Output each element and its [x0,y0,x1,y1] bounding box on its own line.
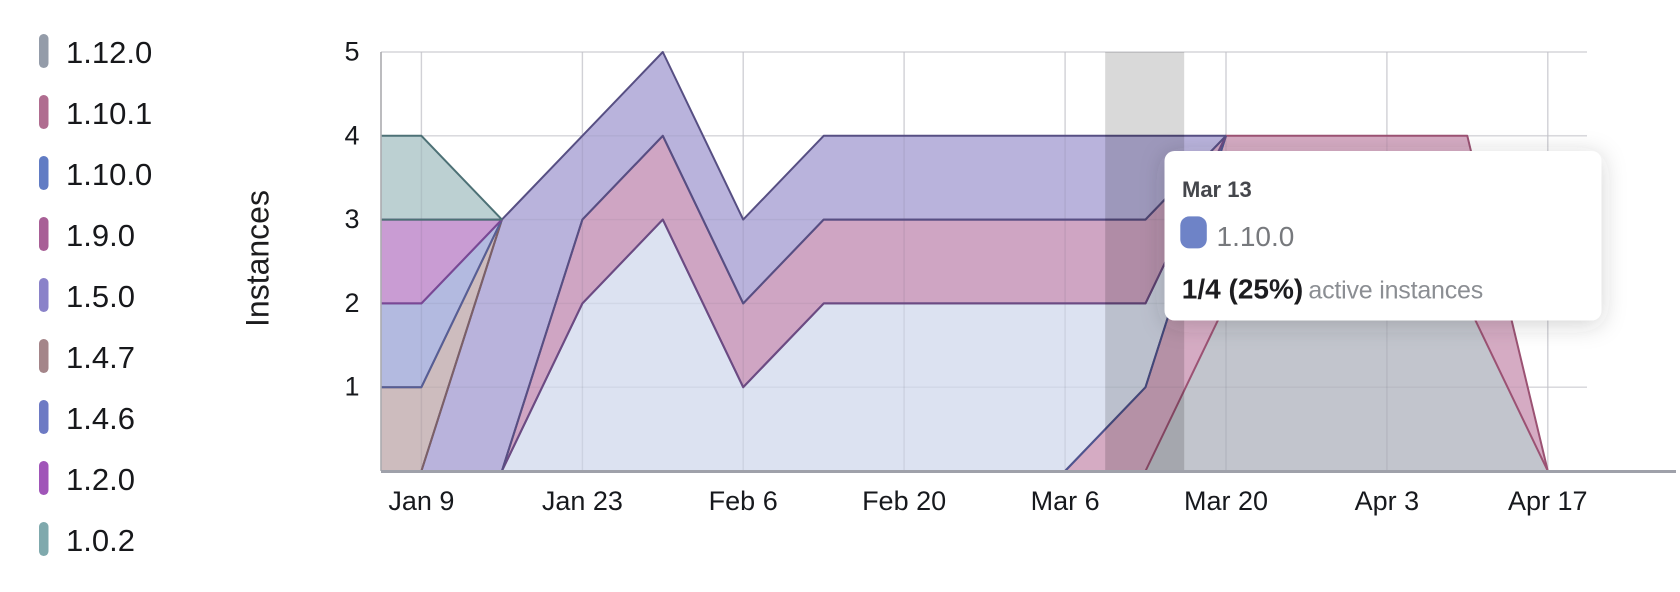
svg-text:1.4.6: 1.4.6 [66,401,135,436]
svg-text:4: 4 [344,120,359,150]
svg-text:Feb 6: Feb 6 [709,486,778,516]
svg-text:Instances: Instances [240,190,276,327]
svg-text:Feb 20: Feb 20 [862,486,946,516]
svg-text:Mar 20: Mar 20 [1184,486,1268,516]
svg-text:1/4 (25%): 1/4 (25%) [1182,274,1303,305]
svg-text:Jan 23: Jan 23 [542,486,623,516]
svg-text:1.5.0: 1.5.0 [66,279,135,314]
svg-text:Apr 3: Apr 3 [1355,486,1420,516]
svg-text:1.10.1: 1.10.1 [66,96,152,131]
svg-text:Jan 9: Jan 9 [388,486,454,516]
svg-text:Mar 6: Mar 6 [1031,486,1100,516]
svg-text:2: 2 [344,288,359,318]
svg-text:1.9.0: 1.9.0 [66,218,135,253]
svg-text:1.12.0: 1.12.0 [66,35,152,70]
svg-text:1.10.0: 1.10.0 [66,157,152,192]
svg-text:1.10.0: 1.10.0 [1217,221,1295,252]
svg-text:1.4.7: 1.4.7 [66,340,135,375]
svg-text:Apr 17: Apr 17 [1508,486,1588,516]
svg-text:3: 3 [344,204,359,234]
svg-text:1: 1 [344,372,359,402]
svg-text:5: 5 [344,37,359,67]
svg-text:1.2.0: 1.2.0 [66,462,135,497]
svg-text:1.0.2: 1.0.2 [66,523,135,558]
svg-text:active instances: active instances [1308,277,1483,305]
svg-text:Mar 13: Mar 13 [1182,177,1252,202]
